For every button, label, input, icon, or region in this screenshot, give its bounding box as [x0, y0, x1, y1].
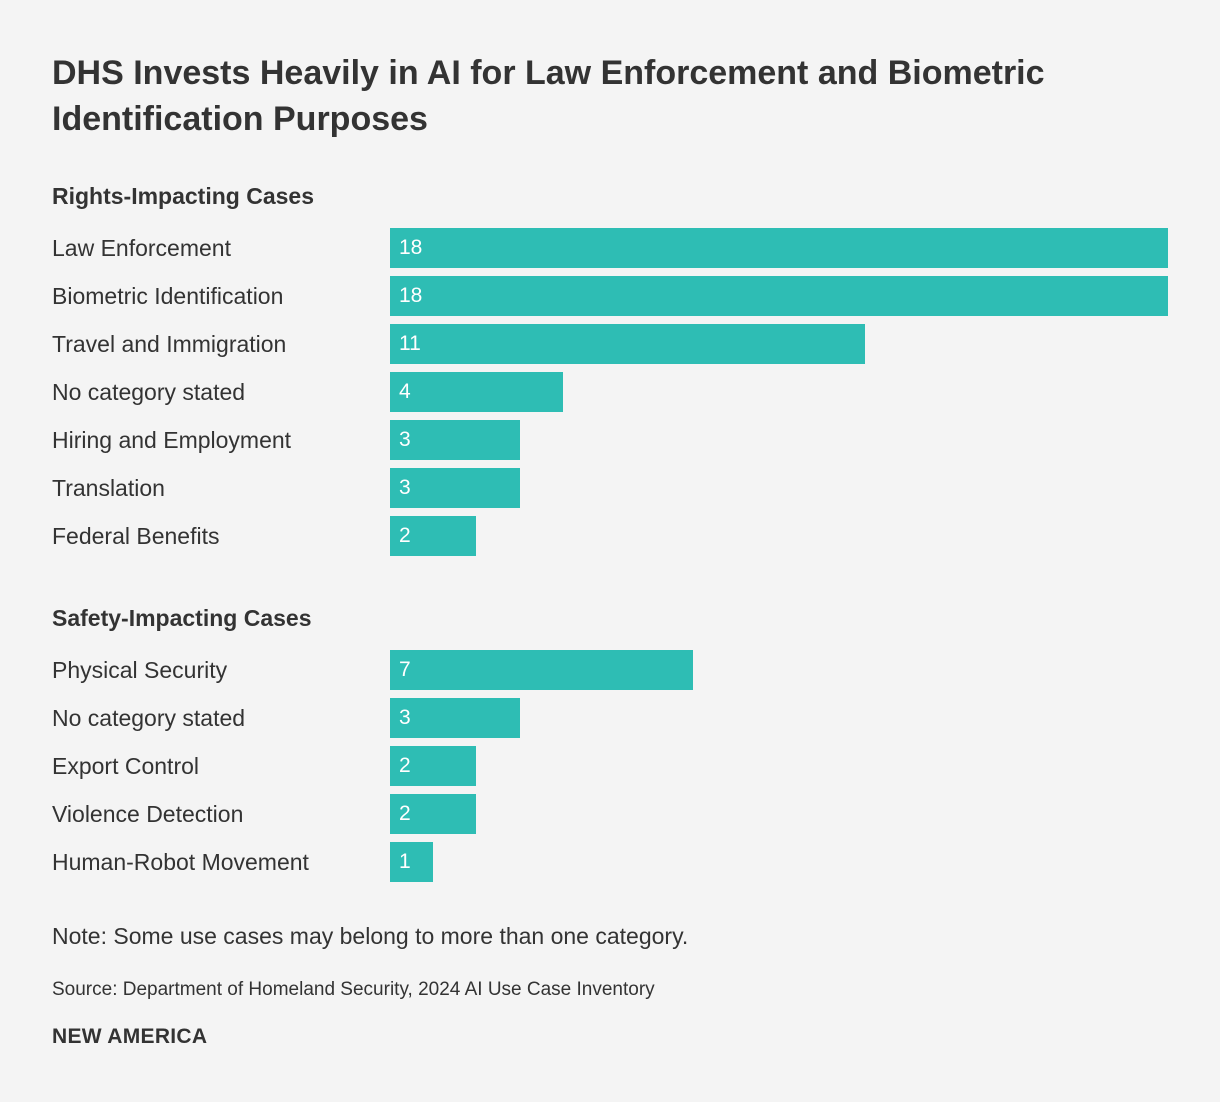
bar-value-label: 3: [399, 428, 411, 451]
bar-value-label: 7: [399, 658, 411, 681]
brand-logo-text: NEW AMERICA: [52, 1025, 208, 1048]
bar-value-label: 1: [399, 850, 411, 873]
section-title: Rights-Impacting Cases: [52, 183, 314, 209]
bar: 4: [390, 372, 563, 412]
bar: 3: [390, 468, 520, 508]
bar: 2: [390, 516, 476, 556]
bar: 2: [390, 794, 476, 834]
bar: 1: [390, 842, 433, 882]
bar: 18: [390, 228, 1168, 268]
bar: 18: [390, 276, 1168, 316]
chart-note: Note: Some use cases may belong to more …: [52, 923, 689, 949]
category-label: No category stated: [52, 705, 246, 731]
bar-value-label: 18: [399, 284, 423, 307]
category-label: Violence Detection: [52, 801, 244, 827]
bar-value-label: 4: [399, 380, 411, 403]
bar-value-label: 2: [399, 802, 411, 825]
bar: 2: [390, 746, 476, 786]
category-label: Federal Benefits: [52, 523, 220, 549]
category-label: Law Enforcement: [52, 235, 231, 261]
bar: 11: [390, 324, 865, 364]
category-label: Biometric Identification: [52, 283, 284, 309]
bar-value-label: 3: [399, 476, 411, 499]
bar-value-label: 11: [399, 332, 421, 355]
bar-value-label: 2: [399, 524, 411, 547]
category-label: Human-Robot Movement: [52, 849, 309, 875]
section-title: Safety-Impacting Cases: [52, 605, 312, 631]
category-label: Translation: [52, 475, 165, 501]
chart-source: Source: Department of Homeland Security,…: [52, 979, 655, 1000]
bar: 7: [390, 650, 693, 690]
category-label: Travel and Immigration: [52, 331, 287, 357]
bar-value-label: 2: [399, 754, 411, 777]
bar-value-label: 18: [399, 236, 423, 259]
chart-title: DHS Invests Heavily in AI for Law Enforc…: [52, 54, 1045, 138]
bar: 3: [390, 420, 520, 460]
category-label: No category stated: [52, 379, 246, 405]
category-label: Export Control: [52, 753, 200, 779]
category-label: Physical Security: [52, 657, 228, 683]
category-label: Hiring and Employment: [52, 427, 292, 453]
bar-value-label: 3: [399, 706, 411, 729]
bar: 3: [390, 698, 520, 738]
